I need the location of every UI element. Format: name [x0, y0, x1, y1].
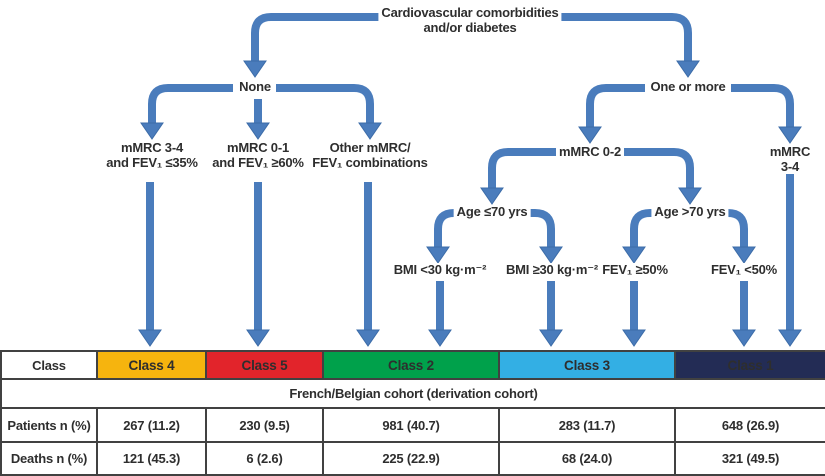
arrow-age-gt70-to-fev1-ge50 [622, 209, 657, 264]
patients-class3: 283 (11.7) [498, 407, 676, 443]
node-age-gt-70: Age >70 yrs [651, 204, 729, 220]
node-mmrc-3-4: mMRC 3-4 [766, 144, 814, 175]
cohort-header-cell: French/Belgian cohort (derivation cohort… [0, 378, 825, 409]
leaf-fev1-lt-50: FEV₁ <50% [707, 262, 781, 278]
leaf-fev1-ge-50: FEV₁ ≥50% [599, 262, 671, 278]
leaf-bmi-ge-30: BMI ≥30 kg·m⁻² [502, 262, 602, 278]
node-root: Cardiovascular comorbidities and/or diab… [378, 5, 562, 36]
deaths-class3: 68 (24.0) [498, 441, 676, 476]
deaths-row: Deaths n (%) 121 (45.3) 6 (2.6) 225 (22.… [0, 441, 825, 476]
leaf-bmi-lt-30: BMI <30 kg·m⁻² [390, 262, 490, 278]
arrow-age-le70-to-bmi-ge30 [526, 209, 563, 264]
node-age-le-70: Age ≤70 yrs [453, 204, 531, 220]
patients-class2: 981 (40.7) [322, 407, 500, 443]
arrow-none-to-class5-leaf [246, 99, 270, 140]
deaths-row-label: Deaths n (%) [0, 441, 98, 476]
leaf-mmrc01-fev1-ge60: mMRC 0-1 and FEV₁ ≥60% [209, 140, 307, 171]
cohort-row: French/Belgian cohort (derivation cohort… [0, 378, 825, 409]
arrow-class4-leaf-to-table [138, 182, 162, 347]
class-header-row: Class Class 4 Class 5 Class 2 Class 3 Cl… [0, 350, 825, 380]
arrow-none-to-other-combinations [276, 84, 382, 140]
class-header-cell: Class [0, 350, 98, 380]
class-3-cell: Class 3 [498, 350, 676, 380]
patients-row: Patients n (%) 267 (11.2) 230 (9.5) 981 … [0, 407, 825, 443]
deaths-class5: 6 (2.6) [205, 441, 324, 476]
arrow-age-gt70-to-fev1-lt50 [723, 209, 756, 264]
arrow-root-to-one-or-more [561, 13, 700, 78]
class-4-cell: Class 4 [96, 350, 207, 380]
class-1-cell: Class 1 [674, 350, 825, 380]
arrow-mmrc34-to-table [778, 160, 802, 347]
deaths-class2: 225 (22.9) [322, 441, 500, 476]
class-2-cell: Class 2 [322, 350, 500, 380]
arrow-none-to-class4-leaf [140, 84, 233, 140]
arrow-bmi-lt30-to-table [428, 281, 452, 347]
leaf-mmrc34-fev1-le35: mMRC 3-4 and FEV₁ ≤35% [103, 140, 201, 171]
arrow-fev1-lt50-to-table [732, 281, 756, 347]
arrow-age-le70-to-bmi-lt30 [426, 209, 458, 264]
arrow-mmrc02-to-age-le70 [480, 148, 556, 205]
patients-class1: 648 (26.9) [674, 407, 825, 443]
patients-row-label: Patients n (%) [0, 407, 98, 443]
patients-class4: 267 (11.2) [96, 407, 207, 443]
arrow-one-or-more-to-mmrc02 [578, 84, 645, 144]
arrow-mmrc02-to-age-gt70 [624, 148, 702, 205]
deaths-class4: 121 (45.3) [96, 441, 207, 476]
leaf-other-combinations: Other mMRC/ FEV₁ combinations [309, 140, 431, 171]
arrow-class5-leaf-to-table [246, 182, 270, 347]
node-one-or-more: One or more [647, 79, 729, 95]
node-none: None [236, 79, 274, 95]
node-mmrc-0-2: mMRC 0-2 [556, 144, 624, 160]
patients-class5: 230 (9.5) [205, 407, 324, 443]
arrow-bmi-ge30-to-table [539, 281, 563, 347]
arrow-fev1-ge50-to-table [622, 281, 646, 347]
arrow-root-to-none [243, 13, 382, 78]
class-5-cell: Class 5 [205, 350, 324, 380]
arrow-one-or-more-to-mmrc34 [731, 84, 802, 144]
deaths-class1: 321 (49.5) [674, 441, 825, 476]
results-table: Class Class 4 Class 5 Class 2 Class 3 Cl… [0, 350, 825, 476]
arrow-other-combinations-to-table [356, 182, 380, 347]
